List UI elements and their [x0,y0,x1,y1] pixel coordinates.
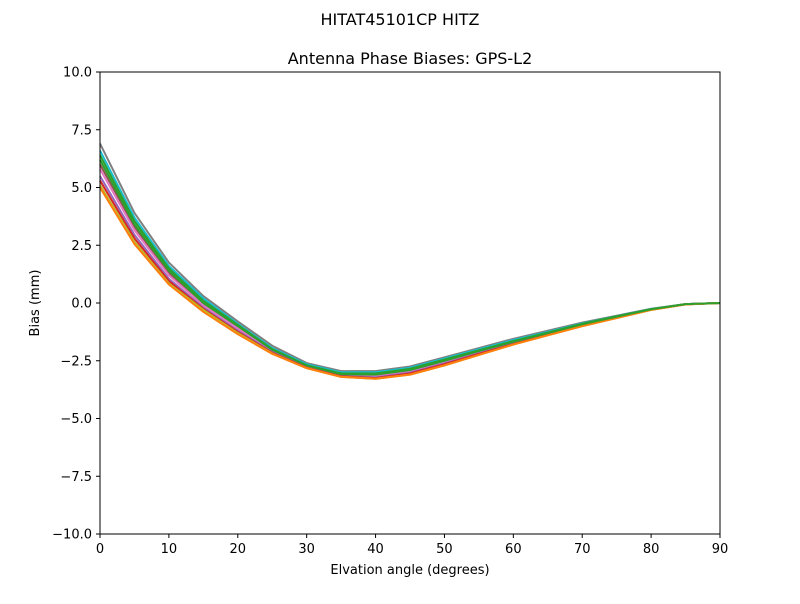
series-line-1 [99,143,721,373]
y-tick-label: 2.5 [71,239,92,254]
plot-area [99,143,721,380]
x-tick-label: 50 [436,542,453,557]
y-tick-label: 10.0 [63,66,92,81]
y-tick-label: 7.5 [71,123,92,138]
x-tick-label: 60 [505,542,522,557]
x-tick-label: 80 [643,542,660,557]
series-line-3 [99,154,721,375]
x-tick-label: 10 [161,542,178,557]
y-axis-label: Bias (mm) [28,270,43,337]
series-line-6 [99,175,721,379]
x-axis-label: Elvation angle (degrees) [330,563,489,578]
y-tick-label: −7.5 [60,470,92,485]
x-tick-label: 90 [712,542,729,557]
x-tick-label: 30 [298,542,315,557]
chart-suptitle: HITAT45101CP HITZ [320,10,479,29]
series-line-7 [99,180,721,380]
x-axis: 0 10 20 30 40 50 60 70 80 90 [96,534,728,557]
x-tick-label: 0 [96,542,104,557]
y-tick-label: −10.0 [52,528,92,543]
plot-frame [99,71,721,535]
series-line-10 [99,159,721,376]
y-tick-label: −2.5 [60,354,92,369]
series-line-8 [99,184,721,380]
series-line-5 [99,168,721,378]
series-line-2 [99,150,721,374]
x-tick-label: 70 [574,542,591,557]
y-axis: −10.0 −7.5 −5.0 −2.5 0.0 2.5 5.0 7.5 10.0 [52,66,100,543]
y-tick-label: −5.0 [60,412,92,427]
series-line-4 [99,163,721,377]
series-line-9 [99,186,721,380]
x-tick-label: 40 [367,542,384,557]
y-tick-label: 5.0 [71,181,92,196]
x-tick-label: 20 [230,542,247,557]
chart-title: Antenna Phase Biases: GPS-L2 [288,49,533,68]
y-tick-label: 0.0 [71,297,92,312]
